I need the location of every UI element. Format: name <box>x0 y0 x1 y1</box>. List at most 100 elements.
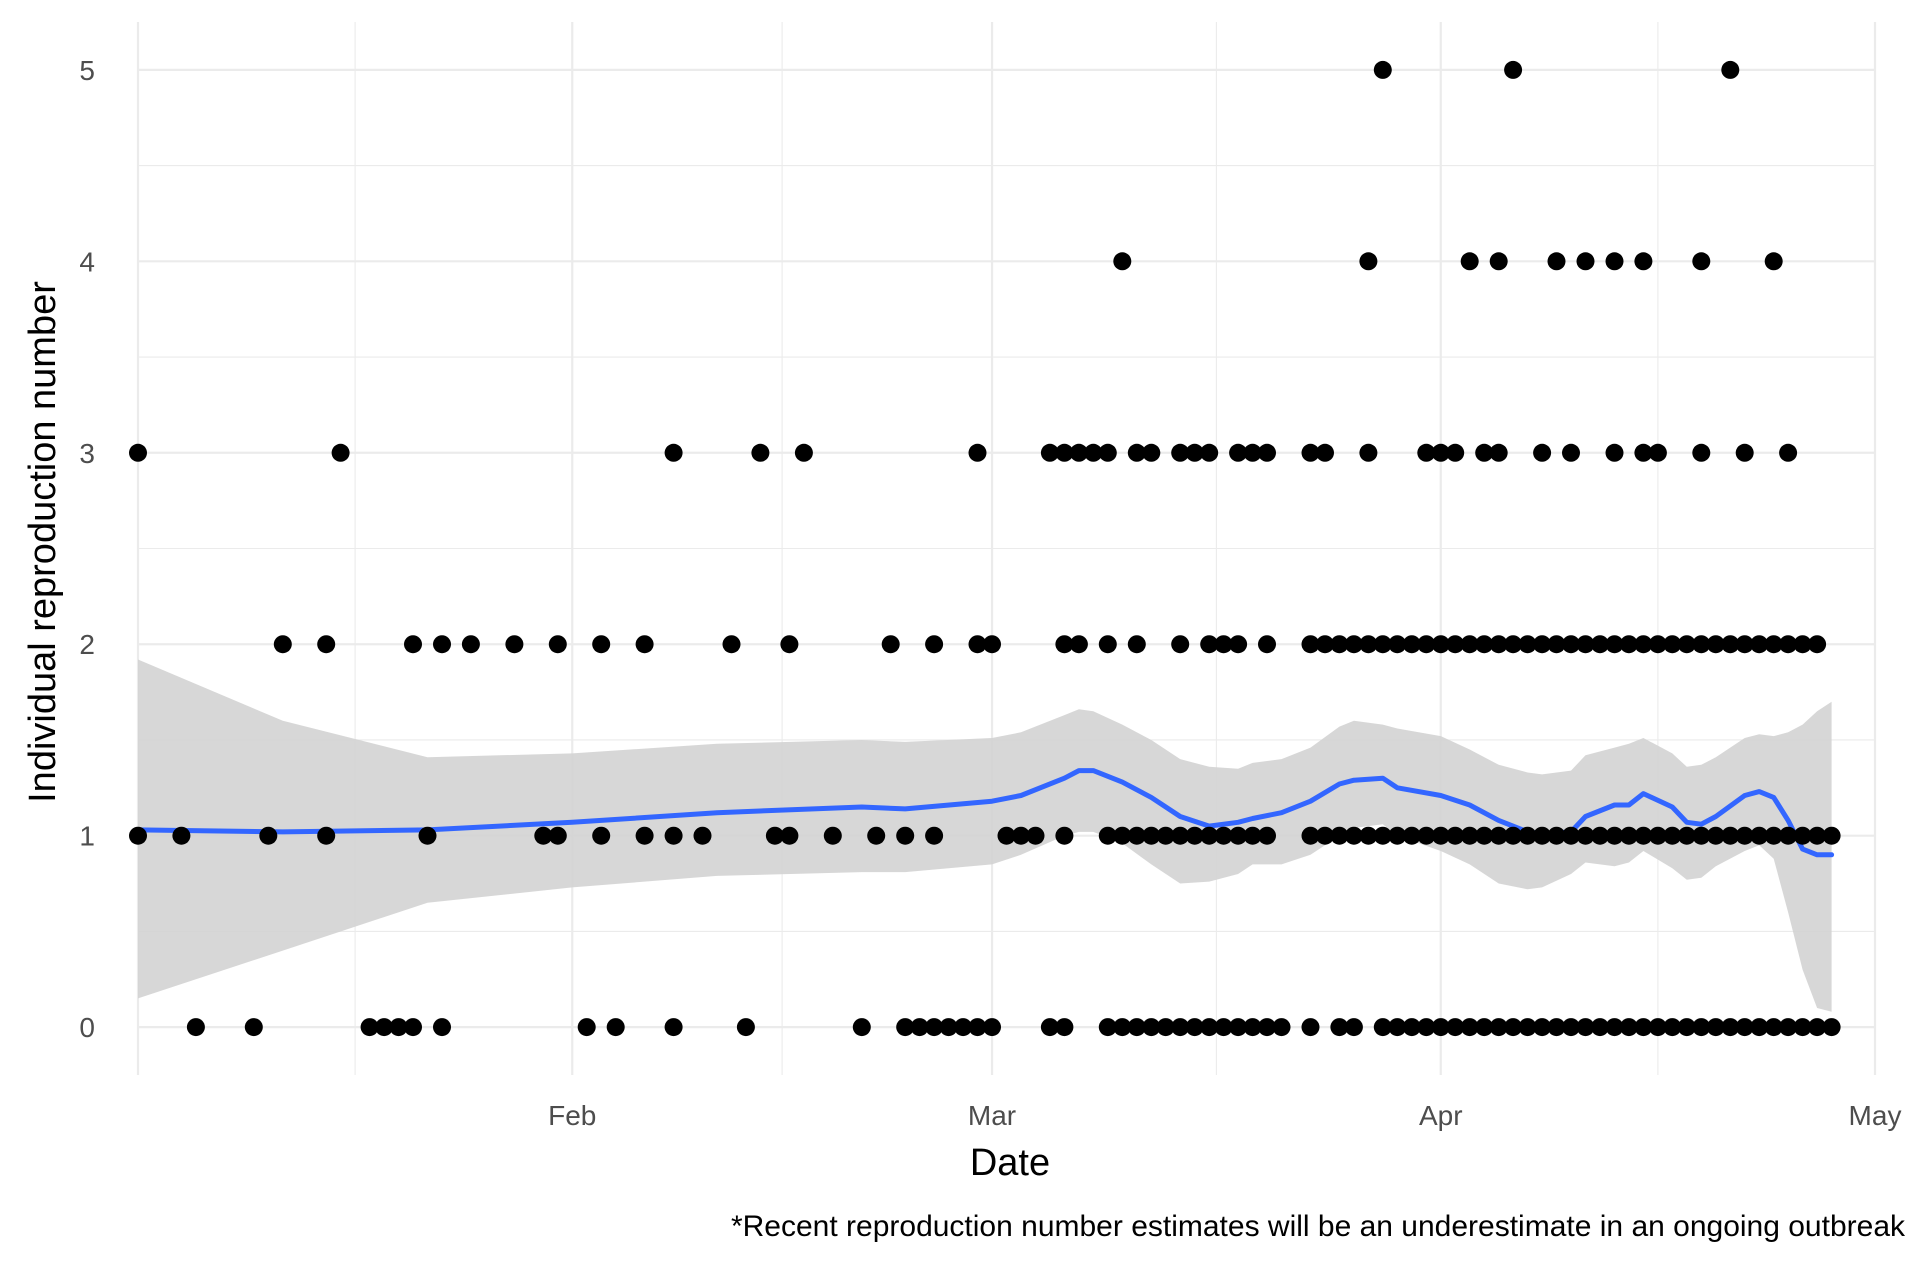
data-point <box>1619 1018 1638 1037</box>
data-point <box>1431 826 1450 845</box>
x-axis-title: Date <box>970 1142 1050 1184</box>
data-point <box>1648 826 1667 845</box>
data-point <box>794 443 813 462</box>
data-point <box>1098 1018 1117 1037</box>
data-point <box>1721 826 1740 845</box>
data-point <box>823 826 842 845</box>
data-point <box>1446 1018 1465 1037</box>
data-point <box>1735 635 1754 654</box>
data-point <box>548 826 567 845</box>
y-axis-ticks: 0 1 2 3 4 5 <box>79 55 95 1043</box>
data-point <box>997 826 1016 845</box>
data-point <box>548 635 567 654</box>
data-point <box>635 635 654 654</box>
data-point <box>1518 826 1537 845</box>
data-point <box>1171 635 1190 654</box>
data-point <box>1359 826 1378 845</box>
data-point <box>664 1018 683 1037</box>
data-point <box>1779 635 1798 654</box>
smooth-line <box>135 768 1835 858</box>
data-point <box>1547 826 1566 845</box>
data-point <box>1764 1018 1783 1037</box>
data-point <box>1504 826 1523 845</box>
data-point <box>1808 635 1827 654</box>
data-point <box>1055 443 1074 462</box>
data-point <box>1185 826 1204 845</box>
data-point <box>1692 826 1711 845</box>
data-point <box>1605 443 1624 462</box>
data-point <box>433 635 451 654</box>
data-point <box>1619 635 1638 654</box>
data-point <box>1055 1018 1074 1037</box>
data-point <box>1301 826 1320 845</box>
data-point <box>1735 1018 1754 1037</box>
data-point <box>606 1018 625 1037</box>
data-point <box>1721 635 1740 654</box>
data-point <box>1677 635 1696 654</box>
data-point <box>1344 635 1363 654</box>
data-point <box>1330 635 1349 654</box>
data-point <box>1533 635 1552 654</box>
data-point <box>1764 252 1783 271</box>
data-point <box>1489 443 1508 462</box>
data-point <box>1127 443 1146 462</box>
data-point <box>1793 826 1812 845</box>
data-point <box>1706 826 1725 845</box>
data-point <box>1402 1018 1421 1037</box>
data-point <box>1113 826 1132 845</box>
data-point <box>1677 826 1696 845</box>
data-point <box>1272 1018 1291 1037</box>
data-point <box>1098 443 1117 462</box>
data-point <box>1648 443 1667 462</box>
data-point <box>244 1018 263 1037</box>
data-point <box>896 826 915 845</box>
data-point <box>1634 252 1653 271</box>
data-point <box>577 1018 596 1037</box>
data-point <box>259 826 278 845</box>
data-point <box>1518 635 1537 654</box>
data-point <box>1040 443 1059 462</box>
data-point <box>1533 443 1552 462</box>
data-point <box>1489 252 1508 271</box>
data-point <box>852 1018 871 1037</box>
data-point <box>867 826 886 845</box>
data-point <box>1171 443 1190 462</box>
data-point <box>1634 826 1653 845</box>
data-point <box>129 443 147 462</box>
data-point <box>722 635 741 654</box>
data-point <box>1388 635 1407 654</box>
data-point <box>1258 826 1276 845</box>
data-point <box>664 443 683 462</box>
y-tick-label: 5 <box>79 55 95 86</box>
data-point <box>1417 1018 1436 1037</box>
data-point <box>1750 1018 1769 1037</box>
data-point <box>1533 826 1552 845</box>
data-point <box>983 635 1001 654</box>
data-point <box>1243 826 1262 845</box>
data-point <box>1098 826 1117 845</box>
data-point <box>1634 635 1653 654</box>
data-point <box>1417 635 1436 654</box>
data-point <box>1547 1018 1566 1037</box>
data-point <box>1750 826 1769 845</box>
data-point <box>1822 826 1841 845</box>
data-point <box>1750 635 1769 654</box>
data-point <box>1316 635 1334 654</box>
data-point <box>1475 443 1494 462</box>
data-point <box>1229 443 1248 462</box>
data-point <box>1316 826 1334 845</box>
data-point <box>1229 1018 1248 1037</box>
data-point <box>1069 443 1088 462</box>
data-point <box>1026 826 1045 845</box>
data-point <box>1663 1018 1682 1037</box>
data-point <box>317 826 336 845</box>
data-point <box>1431 1018 1450 1037</box>
data-point <box>925 826 944 845</box>
data-point <box>1069 635 1088 654</box>
data-point <box>1359 252 1378 271</box>
data-point <box>1692 252 1711 271</box>
data-point <box>1735 443 1754 462</box>
data-point <box>1171 826 1190 845</box>
data-point <box>1142 443 1161 462</box>
